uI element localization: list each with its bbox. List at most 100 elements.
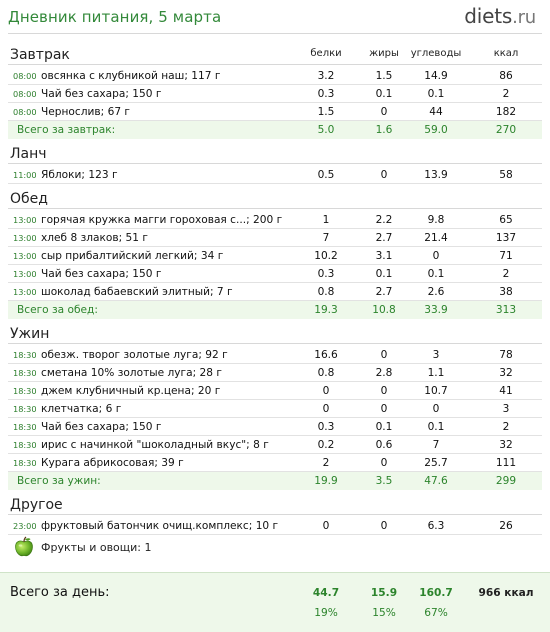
food-item-name[interactable]: Чай без сахара; 150 г [41,268,162,280]
section-title: Ланч [10,146,47,162]
food-item-name[interactable]: Чай без сахара; 150 г [41,88,162,100]
food-fat-value: 2.7 [375,286,393,298]
food-row[interactable]: 18:30 джем клубничный кр.цена; 20 г 0 0 10.7… [8,382,542,400]
food-kcal-value: 71 [499,250,513,262]
food-protein-value: 2 [322,457,330,469]
food-item-name[interactable]: Чай без сахара; 150 г [41,421,162,433]
food-row[interactable]: 18:30 сметана 10% золотые луга; 28 г 0.8 2.… [8,364,542,382]
food-carbs-value: 14.9 [424,70,448,82]
meal-time: 08:00 [13,89,37,99]
food-kcal-value: 111 [495,457,517,469]
food-carbs-value: 1.1 [427,367,445,379]
meal-time: 18:30 [13,386,37,396]
food-item-name[interactable]: Чернослив; 67 г [41,106,130,118]
food-protein-value: 7 [322,232,330,244]
day-total-carbs: 160.7 [419,587,453,599]
food-protein-value: 1.5 [317,106,335,118]
section-total-fat: 10.8 [372,304,396,316]
food-row[interactable]: 11:00 Яблоки; 123 г 0.5 0 13.9 58 [8,166,542,184]
meal-time: 18:30 [13,368,37,378]
food-fat-value: 0 [380,385,388,397]
food-fat-value: 0 [380,169,388,181]
food-protein-value: 0.3 [317,268,335,280]
food-carbs-value: 9.8 [427,214,445,226]
food-item-name[interactable]: сыр прибалтийский легкий; 34 г [41,250,224,262]
day-carbs-percent: 67% [424,607,448,619]
meal-time: 13:00 [13,251,37,261]
food-item-name[interactable]: фруктовый батончик очищ.комплекс; 10 г [41,520,279,532]
section-divider [8,163,542,164]
day-protein-percent: 19% [314,607,338,619]
section-total-protein: 5.0 [317,124,335,136]
food-protein-value: 10.2 [314,250,338,262]
apple-icon [15,536,33,557]
food-item-name[interactable]: Яблоки; 123 г [41,169,118,181]
food-item-name[interactable]: овсянка с клубникой наш; 117 г [41,70,221,82]
food-item-name[interactable]: горячая кружка магги гороховая с...; 200… [41,214,283,226]
section-total-label: Всего за обед: [17,304,98,316]
section-total-label: Всего за ужин: [17,475,101,487]
food-row[interactable]: 08:00 Чернослив; 67 г 1.5 0 44 182 [8,103,542,121]
food-fat-value: 0.1 [375,421,393,433]
food-row[interactable]: 13:00 сыр прибалтийский легкий; 34 г 10.2 3… [8,247,542,265]
food-fat-value: 2.7 [375,232,393,244]
food-fat-value: 3.1 [375,250,393,262]
food-row[interactable]: 18:30 Чай без сахара; 150 г 0.3 0.1 0.1 2 [8,418,542,436]
section-total-carbs: 59.0 [424,124,448,136]
food-carbs-value: 13.9 [424,169,448,181]
meal-time: 11:00 [13,170,37,180]
food-fat-value: 1.5 [375,70,393,82]
section-divider [8,64,542,65]
food-carbs-value: 0.1 [427,268,445,280]
site-logo[interactable]: diets.ru [464,4,536,28]
food-carbs-value: 2.6 [427,286,445,298]
column-header-kcal: ккал [493,48,519,59]
food-row[interactable]: 18:30 Курага абрикосовая; 39 г 2 0 25.7 111 [8,454,542,472]
food-item-name[interactable]: ирис с начинкой "шоколадный вкус"; 8 г [41,439,269,451]
food-item-name[interactable]: шоколад бабаевский элитный; 7 г [41,286,233,298]
food-kcal-value: 41 [499,385,513,397]
meal-time: 23:00 [13,521,37,531]
meal-time: 18:30 [13,440,37,450]
logo-domain: .ru [512,7,536,28]
food-row[interactable]: 18:30 клетчатка; 6 г 0 0 0 3 [8,400,542,418]
food-fat-value: 0 [380,106,388,118]
food-row[interactable]: 08:00 Чай без сахара; 150 г 0.3 0.1 0.1 2 [8,85,542,103]
food-protein-value: 0.2 [317,439,335,451]
food-fat-value: 0 [380,520,388,532]
meal-time: 18:30 [13,350,37,360]
food-row[interactable]: 23:00 фруктовый батончик очищ.комплекс; 1… [8,517,542,535]
food-row[interactable]: 08:00 овсянка с клубникой наш; 117 г 3.2 1.… [8,67,542,85]
section-total-row: Всего за ужин: 19.9 3.5 47.6 299 [8,472,542,490]
section-total-kcal: 270 [495,124,517,136]
section-total-protein: 19.3 [314,304,338,316]
food-item-name[interactable]: сметана 10% золотые луга; 28 г [41,367,222,379]
food-row[interactable]: 13:00 шоколад бабаевский элитный; 7 г 0.8 2… [8,283,542,301]
food-carbs-value: 0.1 [427,88,445,100]
food-row[interactable]: 13:00 Чай без сахара; 150 г 0.3 0.1 0.1 2 [8,265,542,283]
food-row[interactable]: 18:30 обезж. творог золотые луга; 92 г 16.… [8,346,542,364]
header-divider [8,33,542,34]
food-carbs-value: 0.1 [427,421,445,433]
food-kcal-value: 2 [502,268,510,280]
day-total: Всего за день: 44.7 15.9 160.7 966 ккал … [0,572,550,632]
meal-time: 13:00 [13,287,37,297]
food-item-name[interactable]: хлеб 8 злаков; 51 г [41,232,148,244]
food-carbs-value: 0 [432,403,440,415]
meal-time: 13:00 [13,215,37,225]
food-item-name[interactable]: обезж. творог золотые луга; 92 г [41,349,228,361]
food-item-name[interactable]: клетчатка; 6 г [41,403,122,415]
food-protein-value: 0 [322,520,330,532]
section-divider [8,514,542,515]
food-row[interactable]: 13:00 хлеб 8 злаков; 51 г 7 2.7 21.4 137 [8,229,542,247]
food-protein-value: 0.5 [317,169,335,181]
food-kcal-value: 2 [502,421,510,433]
food-row[interactable]: 13:00 горячая кружка магги гороховая с...… [8,211,542,229]
section-total-row: Всего за обед: 19.3 10.8 33.9 313 [8,301,542,319]
food-item-name[interactable]: джем клубничный кр.цена; 20 г [41,385,221,397]
food-item-name[interactable]: Курага абрикосовая; 39 г [41,457,184,469]
food-row[interactable]: 18:30 ирис с начинкой "шоколадный вкус"; … [8,436,542,454]
food-fat-value: 2.8 [375,367,393,379]
day-fat-percent: 15% [372,607,396,619]
column-header-fat: жиры [369,48,399,59]
